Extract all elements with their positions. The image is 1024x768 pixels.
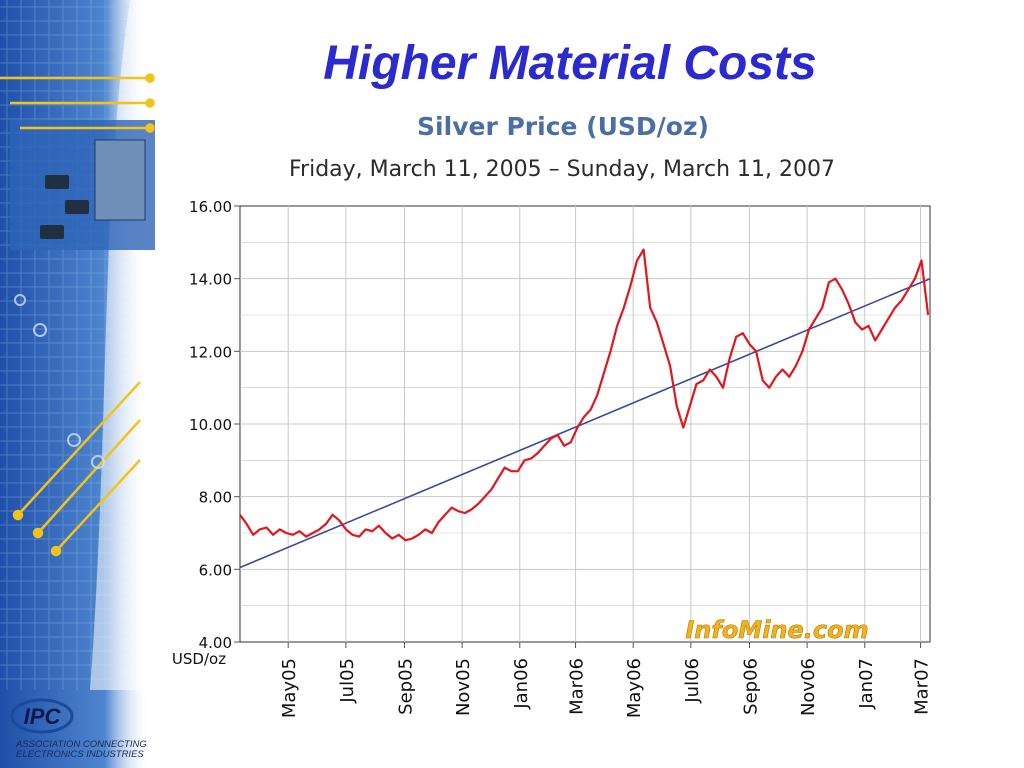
chart-title: Silver Price (USD/oz) bbox=[417, 112, 709, 141]
x-tick-label: Nov06 bbox=[798, 658, 819, 716]
x-tick-label: Nov05 bbox=[453, 658, 474, 716]
y-tick-label: 8.00 bbox=[199, 489, 232, 507]
infomine-watermark: InfoMine.com bbox=[685, 616, 868, 644]
chart-subtitle: Friday, March 11, 2005 – Sunday, March 1… bbox=[288, 157, 835, 182]
ipc-logo-mark: IPC bbox=[10, 698, 74, 734]
y-tick-label: 14.00 bbox=[189, 271, 232, 289]
ipc-tagline: ASSOCIATION CONNECTING ELECTRONICS INDUS… bbox=[16, 740, 147, 760]
x-tick-label: Jan06 bbox=[511, 658, 532, 710]
x-axis: May05 Jul05 Sep05 Nov05 Jan06 Mar06 May06 Jul06… bbox=[279, 642, 933, 718]
ipc-tagline-line1: ASSOCIATION CONNECTING bbox=[16, 739, 147, 750]
y-axis-label: USD/oz bbox=[172, 650, 226, 668]
chart-grid bbox=[239, 205, 931, 643]
ipc-logo-text: IPC bbox=[24, 704, 62, 729]
y-tick-label: 4.00 bbox=[199, 634, 232, 652]
x-tick-label: Jul06 bbox=[682, 658, 703, 704]
y-tick-label: 6.00 bbox=[199, 561, 232, 579]
price-line-layer bbox=[239, 248, 930, 542]
y-tick-label: 16.00 bbox=[189, 198, 232, 216]
trend-line-layer bbox=[239, 277, 931, 569]
silver-price-chart: 16.00 14.00 12.00 10.00 8.00 6.00 4.00 May05 Ju… bbox=[172, 198, 933, 718]
y-tick-label: 12.00 bbox=[189, 343, 232, 361]
ipc-tagline-line2: ELECTRONICS INDUSTRIES bbox=[16, 749, 144, 760]
y-axis: 16.00 14.00 12.00 10.00 8.00 6.00 4.00 bbox=[189, 198, 240, 652]
x-tick-label: Mar07 bbox=[912, 658, 933, 715]
x-tick-label: May05 bbox=[279, 658, 300, 718]
slide-title: Higher Material Costs bbox=[323, 37, 817, 90]
x-tick-label: Sep06 bbox=[740, 658, 761, 715]
x-tick-label: Mar06 bbox=[567, 658, 588, 715]
x-tick-label: May06 bbox=[624, 658, 645, 718]
x-tick-label: Jul05 bbox=[337, 658, 358, 704]
trend-line bbox=[239, 277, 931, 569]
y-tick-label: 10.00 bbox=[189, 416, 232, 434]
circuit-board-decoration bbox=[0, 0, 170, 768]
x-tick-label: Sep05 bbox=[395, 658, 416, 715]
price-line bbox=[239, 248, 930, 542]
x-tick-label: Jan07 bbox=[856, 658, 877, 710]
